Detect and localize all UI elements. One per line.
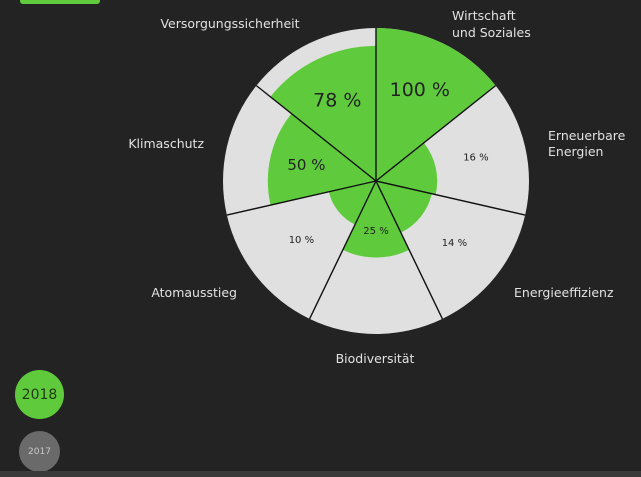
value-label-klimaschutz: 50 % xyxy=(287,156,325,174)
divider-line xyxy=(255,85,377,182)
category-label-klimaschutz: Klimaschutz xyxy=(128,136,204,151)
category-labels: Wirtschaft und Soziales Erneuerbare Energie… xyxy=(128,8,625,366)
divider-line xyxy=(308,180,377,320)
sector-dividers xyxy=(226,28,526,320)
sector-bg-atomausstieg xyxy=(226,181,376,319)
value-label-energieeffizienz: 14 % xyxy=(442,238,467,249)
sector-value-atomausstieg[interactable] xyxy=(328,181,376,225)
value-label-biodiversitaet: 25 % xyxy=(363,226,388,237)
category-label-biodiversitaet: Biodiversität xyxy=(336,351,415,366)
value-label-versorgungssicherheit: 78 % xyxy=(313,90,361,112)
category-label-wirtschaft-und-soziales: Wirtschaft und Soziales xyxy=(452,8,531,40)
category-label-atomausstieg: Atomausstieg xyxy=(151,285,237,300)
sector-value-wirtschaft-und-soziales[interactable] xyxy=(376,28,496,181)
value-label-atomausstieg: 10 % xyxy=(289,235,314,246)
sector-value-versorgungssicherheit[interactable] xyxy=(270,45,376,182)
sector-value-klimaschutz[interactable] xyxy=(267,113,376,206)
sector-bg-biodiversitaet xyxy=(309,181,443,334)
value-label-erneuerbare-energien: 16 % xyxy=(463,153,488,164)
top-title-fragment xyxy=(20,0,100,4)
value-labels: 100 % 16 % 14 % 25 % 10 % 50 % 78 % xyxy=(287,79,488,249)
value-label-wirtschaft-und-soziales: 100 % xyxy=(390,79,450,101)
bottom-scrollbar-strip xyxy=(0,471,641,477)
divider-line xyxy=(375,180,526,216)
sector-value-biodiversitaet[interactable] xyxy=(342,181,410,258)
sector-values xyxy=(267,28,496,258)
category-label-erneuerbare-energien: Erneuerbare Energien xyxy=(548,128,626,159)
divider-line xyxy=(375,85,497,182)
sector-value-energieeffizienz[interactable] xyxy=(376,181,432,233)
category-label-energieeffizienz: Energieeffizienz xyxy=(514,285,614,300)
year-2017-button[interactable]: 2017 xyxy=(19,431,60,472)
year-2018-button[interactable]: 2018 xyxy=(15,370,64,419)
category-label-versorgungssicherheit: Versorgungssicherheit xyxy=(160,16,299,31)
sector-value-erneuerbare-energien[interactable] xyxy=(376,142,438,195)
divider-line xyxy=(226,180,377,216)
divider-line xyxy=(375,180,444,320)
